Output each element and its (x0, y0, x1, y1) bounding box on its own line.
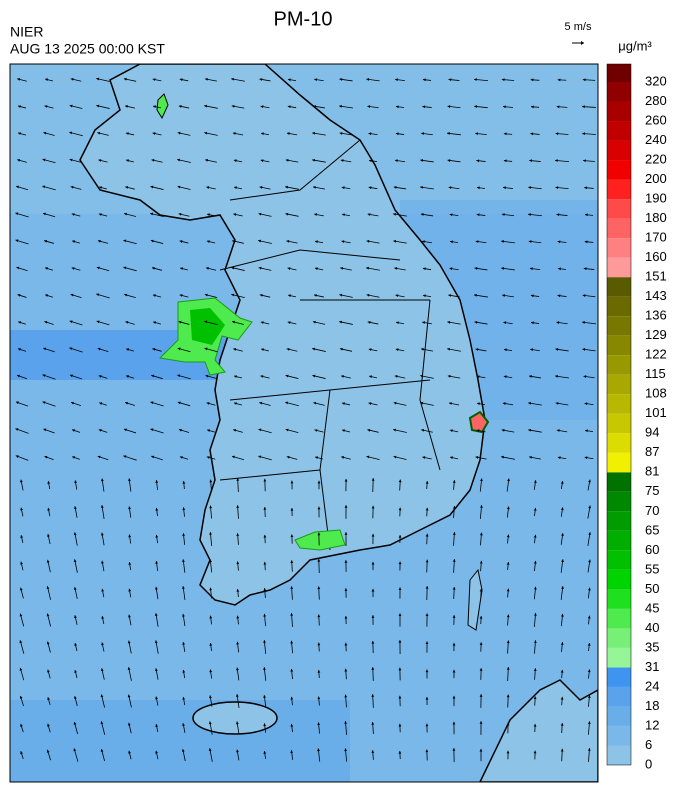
colorbar-segment (607, 238, 631, 258)
colorbar-label: 24 (645, 678, 659, 693)
colorbar-segment (607, 258, 631, 278)
colorbar-label: 136 (645, 308, 667, 323)
colorbar-label: 190 (645, 191, 667, 206)
title: PM-10 (274, 8, 333, 30)
colorbar-label: 45 (645, 600, 659, 615)
colorbar-segment (607, 472, 631, 492)
colorbar-segment (607, 141, 631, 161)
colorbar-segment (607, 277, 631, 297)
colorbar-segment (607, 82, 631, 102)
colorbar-segment (607, 570, 631, 590)
colorbar-label: 122 (645, 347, 667, 362)
colorbar-label: 55 (645, 561, 659, 576)
colorbar-label: 6 (645, 737, 652, 752)
colorbar-segment (607, 64, 631, 82)
colorbar-segment (607, 628, 631, 648)
colorbar-segment (607, 531, 631, 551)
colorbar-label: 60 (645, 542, 659, 557)
colorbar-segment (607, 667, 631, 687)
colorbar-segment (607, 609, 631, 629)
colorbar-segment (607, 589, 631, 609)
colorbar-segment (607, 511, 631, 531)
colorbar-label: 129 (645, 327, 667, 342)
colorbar-label: 200 (645, 171, 667, 186)
shade (10, 700, 350, 782)
colorbar-segment (607, 453, 631, 473)
colorbar-label: 170 (645, 230, 667, 245)
colorbar-segment (607, 102, 631, 122)
colorbar-label: 75 (645, 483, 659, 498)
colorbar-label: 101 (645, 405, 667, 420)
unit: μg/m³ (618, 38, 652, 53)
colorbar-label: 260 (645, 112, 667, 127)
colorbar-label: 280 (645, 93, 667, 108)
colorbar-segment (607, 648, 631, 668)
colorbar-label: 220 (645, 151, 667, 166)
colorbar: 0 6 12 18 24 31 35 40 45 50 55 60 65 70 75 81 87 94 101 108… (607, 64, 667, 771)
colorbar-segment (607, 160, 631, 180)
colorbar-label: 35 (645, 639, 659, 654)
colorbar-label: 18 (645, 698, 659, 713)
wind-scale-label: 5 m/s (565, 21, 592, 33)
colorbar-segment (607, 726, 631, 746)
wind-scale-head (581, 41, 584, 45)
colorbar-segment (607, 180, 631, 200)
colorbar-label: 0 (645, 756, 652, 771)
colorbar-segment (607, 414, 631, 434)
colorbar-segment (607, 375, 631, 395)
colorbar-label: 87 (645, 444, 659, 459)
colorbar-segment (607, 355, 631, 375)
colorbar-label: 70 (645, 503, 659, 518)
colorbar-segment (607, 199, 631, 219)
colorbar-segment (607, 687, 631, 707)
colorbar-segment (607, 492, 631, 512)
colorbar-label: 108 (645, 386, 667, 401)
colorbar-label: 94 (645, 425, 659, 440)
colorbar-label: 31 (645, 659, 659, 674)
colorbar-label: 40 (645, 620, 659, 635)
map (10, 64, 598, 782)
colorbar-label: 320 (645, 73, 667, 88)
timestamp: AUG 13 2025 00:00 KST (10, 41, 165, 57)
colorbar-label: 151 (645, 269, 667, 284)
colorbar-label: 115 (645, 366, 666, 381)
colorbar-segment (607, 433, 631, 453)
colorbar-segment (607, 745, 631, 765)
colorbar-segment (607, 336, 631, 356)
colorbar-label: 12 (645, 717, 659, 732)
colorbar-segment (607, 316, 631, 336)
colorbar-label: 50 (645, 581, 659, 596)
colorbar-label: 180 (645, 210, 667, 225)
colorbar-label: 143 (645, 288, 667, 303)
colorbar-label: 160 (645, 249, 667, 264)
colorbar-segment (607, 550, 631, 570)
colorbar-segment (607, 394, 631, 414)
colorbar-segment (607, 706, 631, 726)
colorbar-segment (607, 121, 631, 141)
colorbar-label: 81 (645, 464, 659, 479)
colorbar-segment (607, 297, 631, 317)
colorbar-label: 65 (645, 522, 659, 537)
island (193, 702, 277, 734)
colorbar-label: 240 (645, 132, 667, 147)
agency: NIER (10, 24, 43, 40)
colorbar-segment (607, 219, 631, 239)
